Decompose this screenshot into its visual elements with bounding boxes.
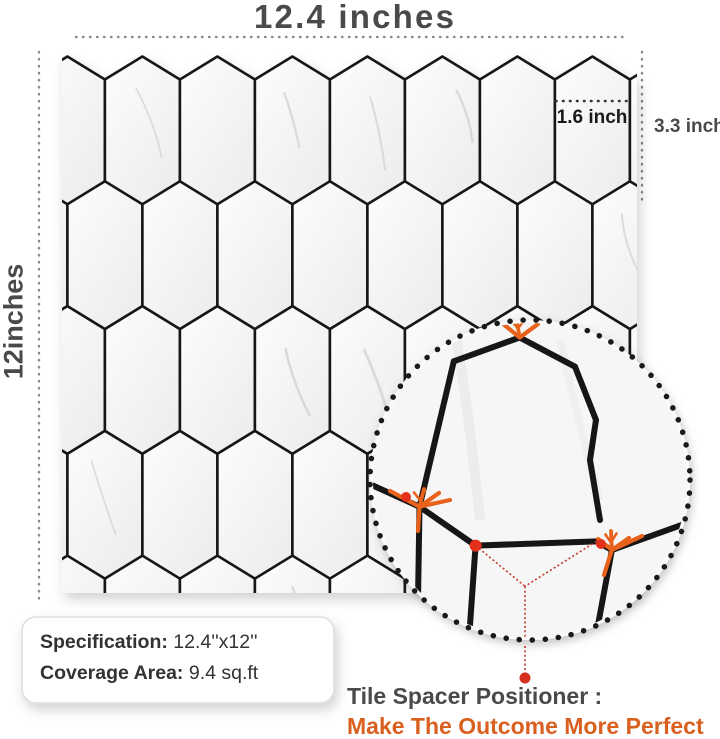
svg-text:Make The Outcome More Perfect: Make The Outcome More Perfect	[347, 713, 704, 739]
svg-text:Tile Spacer Positioner :: Tile Spacer Positioner :	[347, 683, 602, 709]
svg-text:Coverage Area: 9.4 sq.ft: Coverage Area: 9.4 sq.ft	[40, 662, 259, 684]
svg-text:3.3 inch: 3.3 inch	[654, 116, 720, 137]
svg-text:Specification: 12.4''x12'': Specification: 12.4''x12''	[40, 631, 258, 653]
svg-text:1.6 inch: 1.6 inch	[557, 107, 628, 128]
